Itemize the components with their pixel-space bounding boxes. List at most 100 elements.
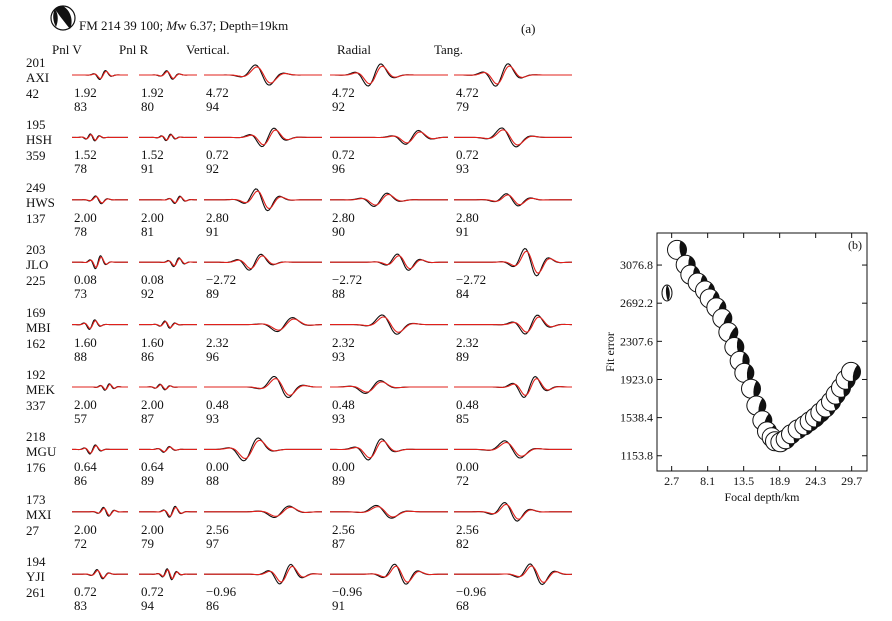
time-shift: 2.80 [456, 209, 479, 225]
synthetic-waveform [204, 378, 322, 396]
station-distance: 27 [26, 522, 39, 538]
time-shift: 0.72 [456, 147, 479, 163]
station-code: AXI [26, 70, 50, 85]
time-shift: −0.96 [456, 584, 487, 600]
fit-percent: 82 [456, 535, 469, 551]
synthetic-waveform [330, 316, 448, 333]
time-shift: 2.00 [141, 521, 164, 537]
station-code: JLO [26, 257, 49, 273]
synthetic-waveform [454, 378, 572, 396]
time-shift: 0.64 [141, 459, 164, 475]
station-code: MEK [26, 382, 55, 397]
time-shift: 0.48 [332, 397, 355, 412]
fit-percent: 83 [74, 99, 87, 114]
synthetic-waveform [72, 320, 128, 329]
station-code: MBI [26, 319, 51, 335]
synthetic-waveform [139, 258, 197, 267]
synthetic-waveform [139, 569, 197, 580]
time-shift: 0.00 [332, 459, 355, 475]
time-shift: 0.00 [456, 459, 479, 475]
fit-percent: 87 [332, 535, 345, 551]
fit-percent: 92 [206, 161, 219, 177]
station-code: MGU [26, 444, 57, 460]
fit-percent: 86 [141, 348, 154, 364]
fit-percent: 86 [206, 598, 219, 614]
synthetic-waveform [72, 70, 128, 80]
station-code: HWS [26, 194, 55, 210]
panel-a-header: FM 214 39 100; Mw 6.37; Depth=19km [79, 18, 289, 33]
time-shift: 2.56 [332, 521, 355, 537]
time-shift: 1.52 [74, 147, 97, 163]
fit-percent: 81 [141, 223, 154, 239]
station-azimuth: 169 [26, 304, 46, 320]
fit-error-chart: (b) Fit error Focal depth/km 2.7 8.1 13.5 1… [598, 225, 876, 507]
time-shift: 4.72 [332, 85, 355, 100]
station-azimuth: 203 [26, 242, 46, 258]
station-code: MXI [26, 506, 52, 522]
fit-percent: 80 [141, 99, 154, 114]
time-shift: 2.00 [74, 397, 97, 412]
fit-percent: 57 [74, 411, 87, 426]
fit-percent: 72 [74, 535, 87, 551]
legend-beachball-icon [661, 284, 673, 302]
synthetic-waveform [72, 196, 128, 204]
fit-percent: 96 [332, 161, 345, 177]
synthetic-waveform [330, 381, 448, 393]
time-shift: 1.60 [74, 334, 97, 350]
column-header-pnl-v: Pnl V [52, 42, 82, 57]
station-distance: 225 [26, 273, 46, 289]
station-azimuth: 195 [26, 117, 46, 133]
synthetic-waveform [72, 445, 128, 454]
x-axis-label: Focal depth/km [725, 490, 801, 504]
time-shift: 0.08 [141, 272, 164, 288]
panel-a-label: (a) [521, 21, 536, 36]
fit-percent: 89 [456, 348, 469, 364]
station-distance: 261 [26, 585, 46, 601]
time-shift: 0.48 [456, 397, 479, 412]
synthetic-waveform [330, 193, 448, 206]
y-tick-label: 3076.8 [620, 258, 653, 272]
synthetic-waveform [139, 134, 197, 141]
time-shift: 2.00 [141, 209, 164, 225]
fit-percent: 86 [74, 473, 87, 489]
station-azimuth: 192 [26, 367, 46, 382]
y-axis-label: Fit error [603, 332, 617, 372]
time-shift: 1.92 [74, 85, 97, 100]
fit-percent: 88 [332, 286, 345, 302]
synthetic-waveform [204, 439, 322, 460]
fit-percent: 93 [332, 411, 345, 426]
y-tick-label: 1538.4 [620, 411, 653, 425]
synthetic-waveform [330, 65, 448, 85]
time-shift: 2.00 [141, 397, 164, 412]
synthetic-waveform [139, 506, 197, 517]
fit-percent: 93 [456, 161, 469, 177]
synthetic-waveform [204, 506, 322, 517]
time-shift: 0.08 [74, 272, 97, 288]
synthetic-waveform [454, 65, 572, 85]
x-tick-label: 18.9 [769, 474, 790, 488]
y-tick-label: 2307.6 [620, 334, 653, 348]
fit-percent: 93 [332, 348, 345, 364]
synthetic-waveform [139, 384, 197, 390]
time-shift: 0.72 [332, 147, 355, 163]
fit-percent: 91 [206, 223, 219, 239]
synthetic-waveform [454, 565, 573, 583]
synthetic-waveform [204, 318, 323, 331]
beachball-marker [667, 239, 687, 260]
synthetic-waveform [454, 503, 572, 520]
fit-percent: 91 [456, 223, 469, 239]
beachball-marker [741, 378, 761, 399]
time-shift: 0.72 [141, 584, 164, 600]
fit-percent: 72 [456, 473, 469, 489]
x-tick-label: 8.1 [700, 474, 715, 488]
time-shift: −2.72 [332, 272, 363, 288]
station-azimuth: 249 [26, 179, 46, 195]
fit-percent: 87 [141, 411, 154, 426]
station-code: HSH [26, 132, 53, 148]
y-tick-label: 1153.8 [620, 449, 653, 463]
fit-percent: 93 [206, 411, 219, 426]
x-tick-label: 29.7 [841, 474, 862, 488]
synthetic-waveform [204, 129, 322, 146]
synthetic-waveform [72, 383, 128, 391]
column-header-radial: Radial [337, 42, 371, 57]
